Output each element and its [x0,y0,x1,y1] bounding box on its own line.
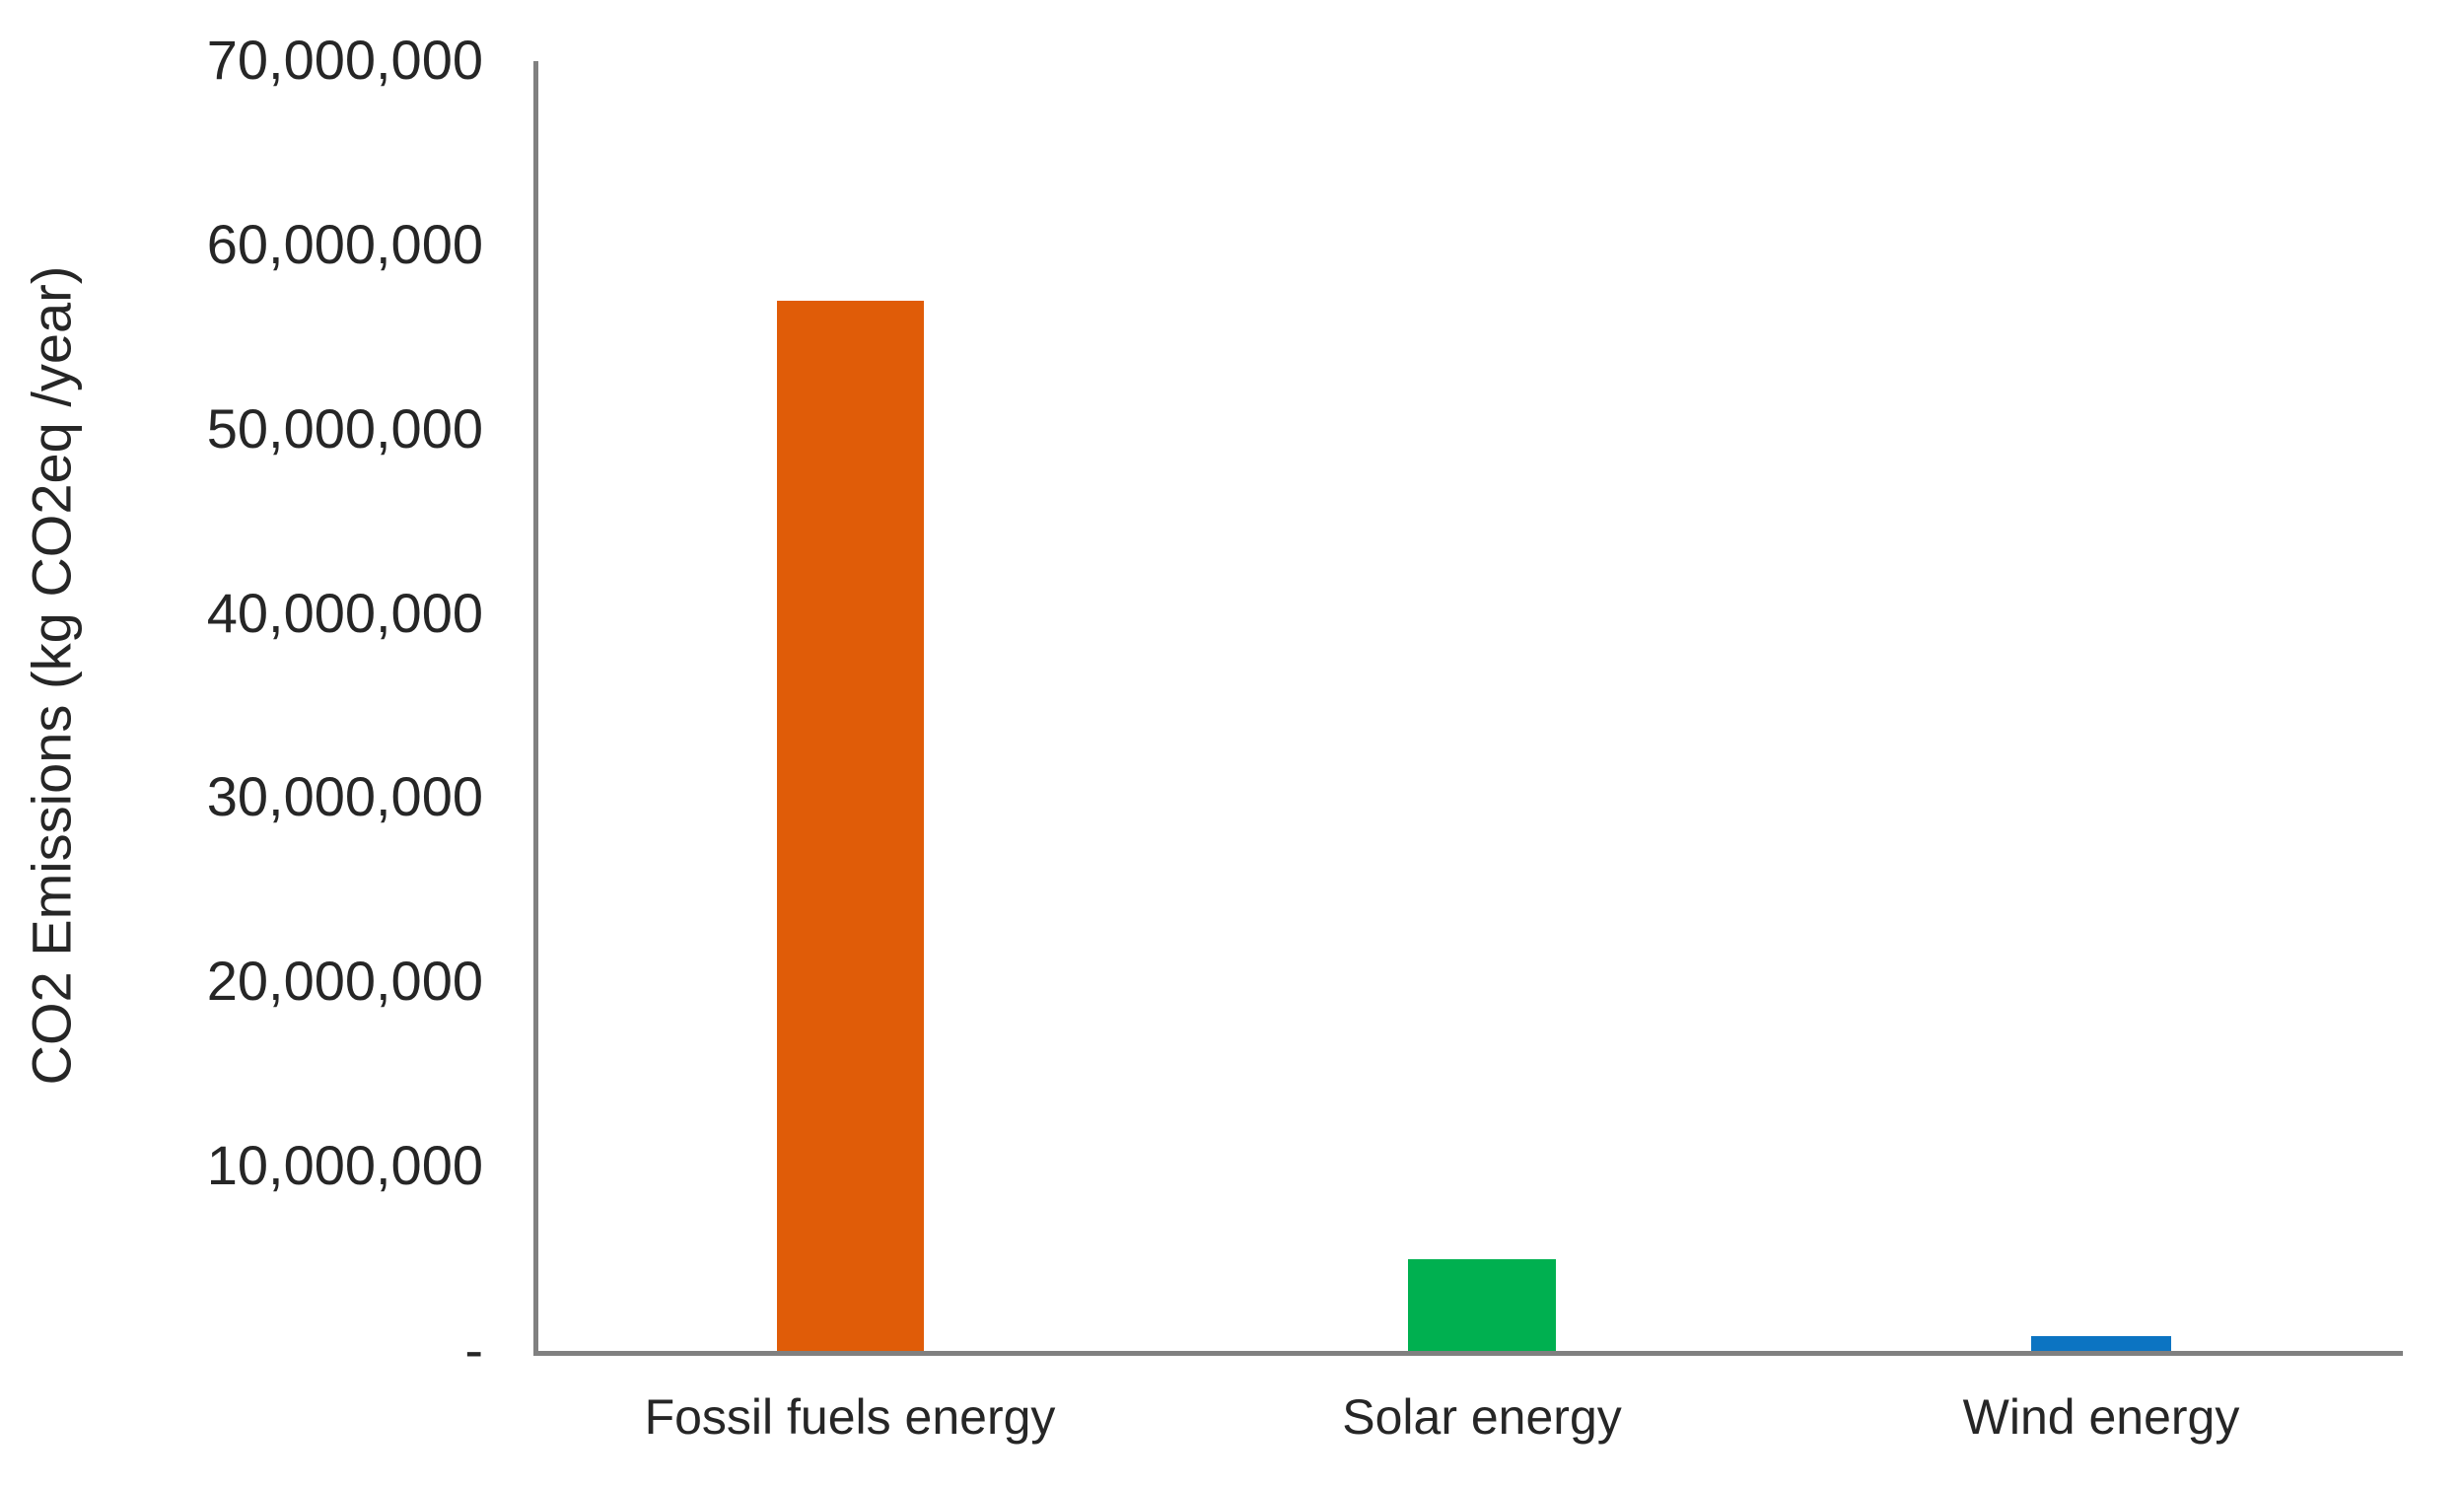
y-tick-label: 70,000,000 [206,29,483,92]
category-label-fossil-fuels-energy: Fossil fuels energy [644,1389,1056,1445]
y-tick-label: 60,000,000 [206,213,483,276]
y-tick-label: 50,000,000 [206,396,483,460]
y-axis-line [533,61,538,1356]
category-label-wind-energy: Wind energy [1962,1389,2240,1445]
bar-solar-energy [1408,1258,1556,1351]
y-tick-label: - [464,1318,483,1381]
y-tick-label: 30,000,000 [206,765,483,828]
x-axis-line [533,1351,2403,1356]
bar-fossil-fuels-energy [777,300,924,1351]
category-label-solar-energy: Solar energy [1342,1389,1622,1445]
y-tick-label: 40,000,000 [206,581,483,644]
y-tick-label: 20,000,000 [206,950,483,1013]
bar-wind-energy [2031,1336,2171,1351]
y-tick-label: 10,000,000 [206,1134,483,1197]
